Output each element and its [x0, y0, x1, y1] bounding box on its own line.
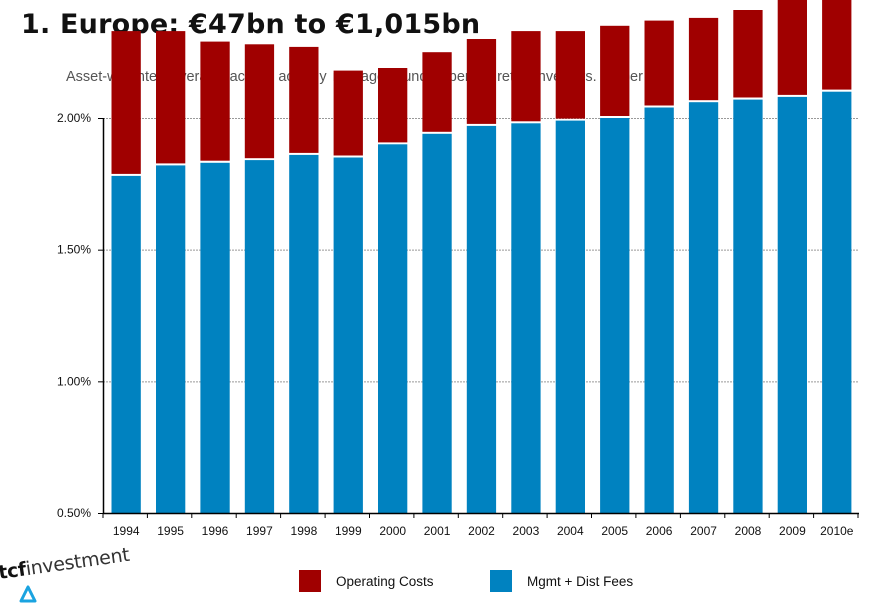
bar-operating-costs-1994 — [111, 31, 141, 174]
logo-brand-light: investment — [24, 543, 131, 581]
legend-label-operating-costs: Operating Costs — [336, 573, 434, 589]
x-axis-labels: 1994 1995 1996 1997 1998 1999 2000 2001 2002 2003… — [113, 524, 854, 538]
y-tick-label: 1.00% — [57, 374, 91, 388]
legend-item-mgmt-dist-fees: Mgmt + Dist Fees — [490, 570, 633, 592]
bar-mgmt-dist-fees-2010e — [822, 91, 852, 513]
x-tick-label: 1995 — [157, 524, 184, 538]
legend-swatch-operating-costs — [299, 570, 321, 592]
bar-operating-costs-2001 — [422, 52, 452, 132]
legend-label-mgmt-dist-fees: Mgmt + Dist Fees — [527, 573, 634, 589]
x-tick-label: 2006 — [646, 524, 673, 538]
bar-mgmt-dist-fees-1994 — [111, 175, 141, 513]
bar-operating-costs-2000 — [378, 68, 408, 143]
bar-operating-costs-2007 — [688, 17, 719, 101]
x-tick-label: 1999 — [335, 524, 362, 538]
x-tick-label: 2008 — [735, 524, 762, 538]
bar-operating-costs-2008 — [733, 10, 763, 98]
bar-operating-costs-1995 — [156, 31, 186, 164]
y-tick-label: 2.00% — [57, 111, 91, 125]
bar-mgmt-dist-fees-2004 — [555, 120, 585, 513]
x-tick-label: 2009 — [779, 524, 806, 538]
x-tick-label: 2002 — [468, 524, 495, 538]
delta-triangle-icon — [19, 585, 37, 603]
y-axis-labels: 0.50% 1.00% 1.50% 2.00% — [57, 111, 91, 520]
x-tick-label: 1997 — [246, 524, 273, 538]
bar-mgmt-dist-fees-2007 — [688, 102, 719, 513]
bar-mgmt-dist-fees-2001 — [422, 133, 452, 514]
bar-mgmt-dist-fees-2000 — [378, 144, 408, 514]
logo-wordmark: tcfinvestment — [0, 544, 131, 584]
x-tick-label: 2003 — [513, 524, 540, 538]
bar-mgmt-dist-fees-1997 — [244, 160, 275, 513]
bar-mgmt-dist-fees-1996 — [200, 162, 230, 514]
bar-operating-costs-2009 — [777, 0, 807, 95]
bar-operating-costs-2003 — [511, 31, 541, 122]
x-tick-label: 2010e — [820, 524, 854, 538]
bar-operating-costs-1997 — [244, 44, 275, 159]
bar-operating-costs-1998 — [289, 46, 319, 153]
tcf-investment-logo: tcfinvestment — [0, 544, 160, 606]
bar-mgmt-dist-fees-2008 — [733, 99, 763, 513]
bar-operating-costs-2005 — [600, 25, 630, 116]
bar-operating-costs-2010e — [822, 0, 852, 90]
bar-mgmt-dist-fees-2009 — [777, 96, 807, 514]
y-tick-label: 1.50% — [57, 243, 91, 257]
logo-brand-bold: tcf — [0, 558, 28, 584]
y-tick-label: 0.50% — [57, 506, 91, 520]
bars — [111, 0, 852, 514]
legend-item-operating-costs: Operating Costs — [299, 570, 434, 592]
x-tick-label: 1994 — [113, 524, 140, 538]
chart-legend: Operating Costs Mgmt + Dist Fees — [0, 570, 892, 594]
bar-operating-costs-2002 — [466, 39, 497, 124]
x-tick-label: 2005 — [601, 524, 628, 538]
bar-operating-costs-1996 — [200, 41, 230, 161]
bar-mgmt-dist-fees-1998 — [289, 154, 319, 513]
x-tick-label: 1998 — [291, 524, 318, 538]
axes — [98, 118, 859, 518]
bar-mgmt-dist-fees-2005 — [600, 118, 630, 513]
bar-operating-costs-2006 — [644, 20, 674, 106]
bar-mgmt-dist-fees-2006 — [644, 107, 674, 513]
bar-operating-costs-2004 — [555, 31, 585, 119]
bar-mgmt-dist-fees-1995 — [156, 165, 186, 513]
bar-mgmt-dist-fees-2002 — [466, 125, 497, 514]
bar-mgmt-dist-fees-2003 — [511, 123, 541, 514]
x-tick-label: 2007 — [690, 524, 717, 538]
x-tick-label: 2000 — [379, 524, 406, 538]
chart-title: 1. Europe: €47bn to €1,015bn — [21, 9, 481, 40]
x-tick-label: 1996 — [202, 524, 229, 538]
x-tick-label: 2001 — [424, 524, 451, 538]
legend-swatch-mgmt-dist-fees — [490, 570, 512, 592]
bar-mgmt-dist-fees-1999 — [333, 157, 363, 513]
bar-operating-costs-1999 — [333, 70, 363, 156]
x-tick-label: 2004 — [557, 524, 584, 538]
